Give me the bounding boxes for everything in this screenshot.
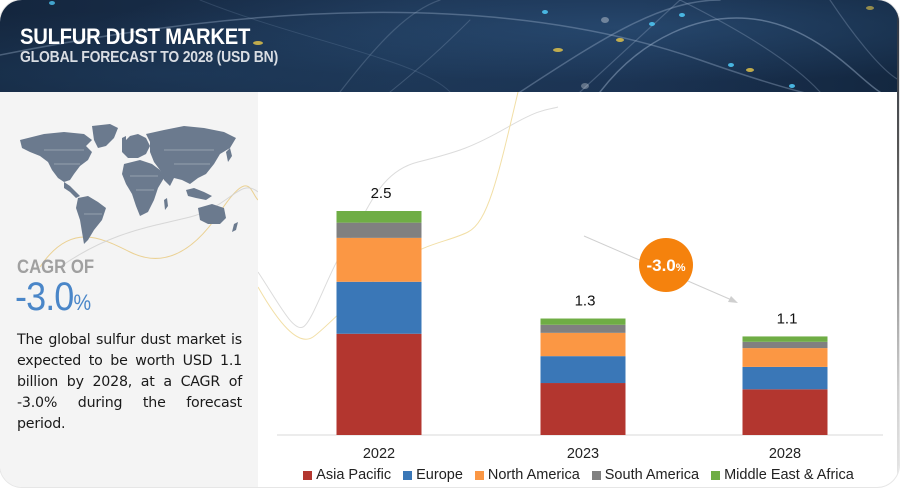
bar-segment-south-america-2028 <box>742 341 828 349</box>
cagr-badge <box>639 238 693 292</box>
cagr-number: -3.0 <box>15 275 74 319</box>
bar-segment-north-america-2028 <box>742 348 828 367</box>
bar-segment-asia-pacific-2023 <box>540 383 626 435</box>
bar-total-label-2028: 1.1 <box>777 310 798 327</box>
legend-label: North America <box>487 467 580 483</box>
bar-segment-south-america-2023 <box>540 324 626 333</box>
bar-segment-europe-2028 <box>742 366 828 390</box>
bar-segment-middle-east-africa-2023 <box>540 318 626 325</box>
bar-segment-north-america-2023 <box>540 332 626 357</box>
cagr-badge-label: -3.0% <box>646 256 685 275</box>
legend-item-europe: Europe <box>403 467 463 483</box>
summary-panel: CAGR OF -3.0% The global sulfur dust mar… <box>0 92 258 487</box>
cagr-annotation: -3.0% <box>583 235 738 303</box>
legend-label: South America <box>604 467 700 483</box>
legend-item-north-america: North America <box>474 467 580 483</box>
legend-item-south-america: South America <box>591 467 700 483</box>
legend-swatch <box>403 470 413 480</box>
header-banner: SULFUR DUST MARKET GLOBAL FORECAST TO 20… <box>0 0 899 92</box>
legend-item-asia-pacific: Asia Pacific <box>303 467 391 483</box>
legend-label: Middle East & Africa <box>724 467 854 483</box>
world-map-icon <box>20 124 238 244</box>
legend-swatch <box>591 470 601 480</box>
cagr-badge-unit: % <box>676 262 686 274</box>
x-tick-label-2023: 2023 <box>567 446 599 462</box>
bar-segment-south-america-2022 <box>336 222 422 238</box>
chart-legend: Asia Pacific Europe North America South Ame… <box>258 467 899 483</box>
bar-segment-north-america-2022 <box>336 237 422 282</box>
stacked-bar-chart: 2.5 1.3 1.1 2022 2023 2028 -3.0% <box>258 92 883 462</box>
legend-label: Europe <box>416 467 463 483</box>
legend-swatch <box>711 470 721 480</box>
decorative-curves <box>39 185 258 268</box>
legend-label: Asia Pacific <box>316 467 392 483</box>
bar-segment-asia-pacific-2028 <box>742 389 828 435</box>
bar-segment-middle-east-africa-2028 <box>742 336 828 342</box>
bar-total-label-2023: 1.3 <box>575 293 596 310</box>
chart-area: 2.5 1.3 1.1 2022 2023 2028 -3.0% Asia Pacifi… <box>258 92 899 487</box>
page-subtitle: GLOBAL FORECAST TO 2028 (USD BN) <box>20 49 279 66</box>
bar-segment-europe-2022 <box>336 281 422 334</box>
legend-swatch <box>474 470 484 480</box>
decorative-light-streaks <box>0 0 899 92</box>
legend-item-middle-east-africa: Middle East & Africa <box>711 467 854 483</box>
x-tick-label-2028: 2028 <box>769 446 801 462</box>
cagr-value: -3.0% <box>15 275 91 320</box>
cagr-badge-value: -3.0 <box>646 256 675 275</box>
cagr-label: CAGR OF <box>17 257 95 278</box>
bar-segment-asia-pacific-2022 <box>336 333 422 435</box>
page-title: SULFUR DUST MARKET <box>20 24 251 49</box>
legend-swatch <box>303 470 313 480</box>
arrowhead-icon <box>728 296 738 303</box>
bar-segment-europe-2023 <box>540 356 626 384</box>
cagr-unit: % <box>73 290 92 315</box>
market-summary-text: The global sulfur dust market is expecte… <box>17 332 242 432</box>
bar-segment-middle-east-africa-2022 <box>336 211 422 223</box>
x-tick-label-2022: 2022 <box>363 446 395 462</box>
bar-total-label-2022: 2.5 <box>371 185 392 202</box>
